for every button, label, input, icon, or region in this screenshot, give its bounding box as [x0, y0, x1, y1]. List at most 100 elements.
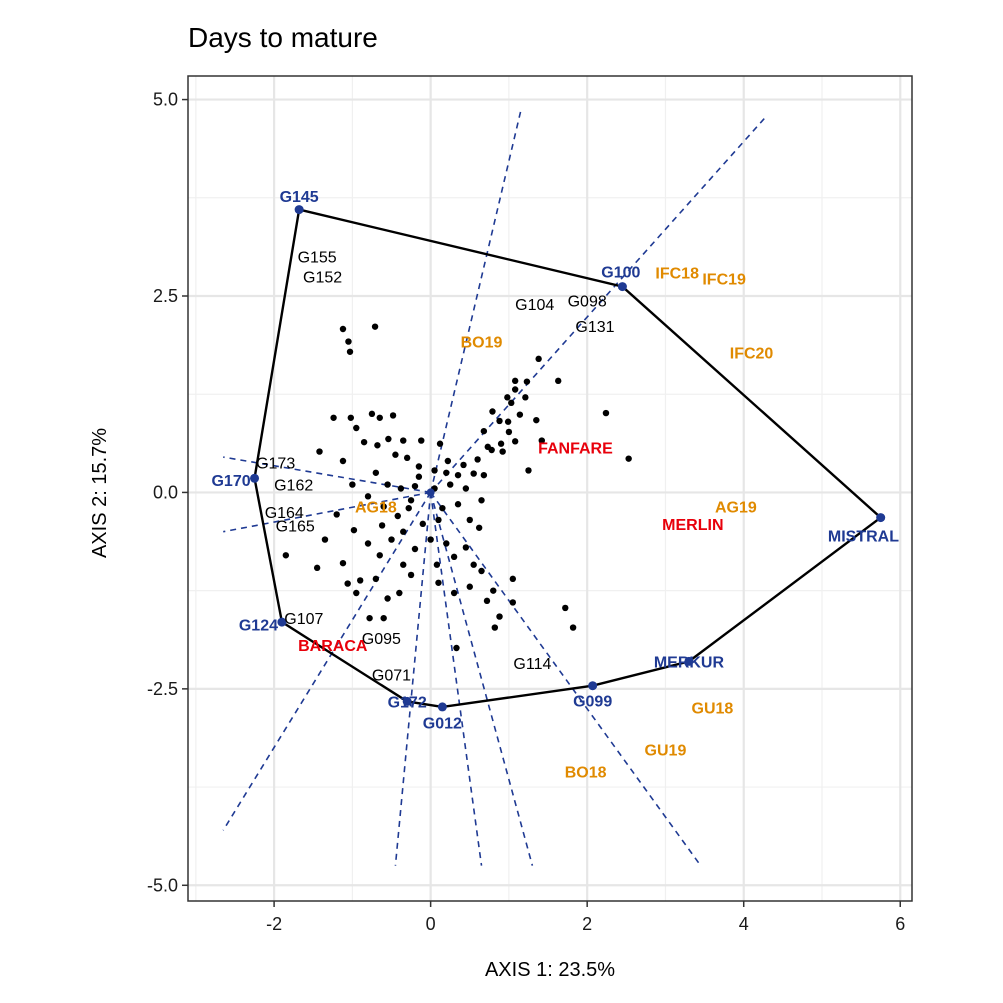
genotype-point	[330, 414, 337, 421]
genotype-point	[497, 440, 505, 447]
genotype-point	[475, 524, 483, 531]
vertex-point	[684, 656, 694, 666]
genotype-label: G152	[303, 269, 342, 286]
environment-label: AG18	[355, 500, 397, 517]
genotype-point	[313, 564, 321, 572]
genotype-point	[415, 473, 423, 480]
y-tick-label: -5.0	[147, 875, 178, 895]
vertex-label: G170	[211, 473, 250, 490]
genotype-point	[366, 614, 373, 622]
genotype-point	[509, 575, 517, 583]
y-tick-label: 0.0	[153, 482, 178, 502]
genotype-point	[511, 386, 519, 393]
genotype-point	[411, 482, 419, 490]
chart-title: Days to mature	[188, 22, 378, 53]
genotype-point	[496, 417, 503, 425]
genotype-point	[411, 545, 419, 553]
genotype-point	[436, 440, 444, 447]
genotype-point	[419, 520, 427, 528]
genotype-point	[333, 511, 340, 518]
genotype-point	[466, 583, 473, 590]
genotype-point	[478, 497, 485, 504]
genotype-point	[392, 451, 399, 458]
environment-label: BO18	[565, 764, 607, 781]
genotype-point	[496, 613, 503, 620]
vertex-label: MERKUR	[654, 654, 725, 671]
genotype-point	[435, 516, 442, 524]
genotype-point	[400, 528, 407, 535]
genotype-point	[415, 463, 423, 470]
genotype-label: G162	[274, 478, 313, 495]
genotype-point	[462, 544, 470, 551]
genotype-label: G095	[362, 631, 401, 648]
genotype-point	[625, 455, 632, 462]
panel-border	[187, 75, 913, 902]
genotype-point	[364, 493, 372, 500]
genotype-point	[462, 485, 470, 492]
genotype-point	[489, 408, 496, 415]
genotype-label: G098	[568, 294, 607, 311]
genotype-point	[397, 485, 405, 492]
genotype-point	[376, 552, 383, 559]
genotype-point	[364, 540, 372, 547]
genotype-point	[321, 536, 329, 543]
genotype-point	[344, 580, 351, 587]
y-tick-label: -2.5	[147, 679, 178, 699]
genotype-point	[535, 355, 542, 363]
genotype-point	[350, 526, 358, 534]
genotype-point	[533, 416, 540, 424]
vertex-label: G145	[280, 189, 319, 206]
genotype-point	[453, 644, 460, 652]
genotype-point	[433, 561, 441, 568]
vertex-label: G012	[423, 716, 462, 733]
genotype-point	[525, 467, 532, 474]
x-tick-label: 0	[426, 914, 436, 934]
genotype-point	[372, 469, 380, 476]
check-label: BARACA	[298, 638, 368, 655]
x-tick-label: 2	[582, 914, 592, 934]
genotype-point	[349, 481, 356, 488]
vertex-label: MISTRAL	[828, 529, 899, 546]
genotype-point	[460, 461, 467, 469]
genotype-point	[443, 540, 450, 547]
genotype-point	[555, 377, 562, 385]
plot-area: -2 0 2 4 6 5.0 2.5 0.0 -2.5 -5.0 G145 G100 MISTRAL ME…	[147, 75, 913, 934]
genotype-point	[384, 595, 391, 602]
environment-label: BO19	[461, 335, 503, 352]
genotype-point	[511, 438, 519, 445]
check-label: MERLIN	[662, 517, 723, 534]
sector-ray	[429, 492, 483, 866]
genotype-point	[368, 410, 376, 418]
genotype-point	[439, 504, 446, 512]
vertex-label: G124	[239, 617, 278, 634]
x-axis-title: AXIS 1: 23.5%	[485, 959, 615, 981]
genotype-point	[511, 377, 519, 385]
genotype-point	[480, 471, 488, 479]
genotype-point	[444, 457, 452, 465]
genotype-point	[400, 437, 407, 444]
genotype-point	[504, 394, 511, 401]
genotype-point	[480, 427, 488, 435]
genotype-point	[371, 323, 379, 330]
vertex-point	[402, 696, 412, 706]
genotype-point	[360, 438, 368, 446]
genotype-point	[427, 536, 434, 543]
vertex-label: G099	[573, 694, 612, 711]
genotype-point	[356, 577, 364, 584]
vertex-point	[876, 513, 886, 523]
genotype-point	[316, 448, 323, 455]
genotype-label: G104	[515, 297, 554, 314]
genotype-point	[396, 589, 403, 597]
genotype-point	[407, 571, 415, 579]
genotype-point	[339, 325, 347, 333]
genotype-point	[400, 561, 407, 568]
sector-ray	[429, 492, 534, 866]
vertex-point	[294, 205, 304, 215]
genotype-point	[378, 522, 386, 529]
genotype-point	[602, 409, 610, 417]
genotype-point	[376, 414, 383, 421]
genotype-point	[282, 552, 290, 559]
genotype-point	[562, 604, 569, 612]
genotype-point	[339, 559, 347, 567]
